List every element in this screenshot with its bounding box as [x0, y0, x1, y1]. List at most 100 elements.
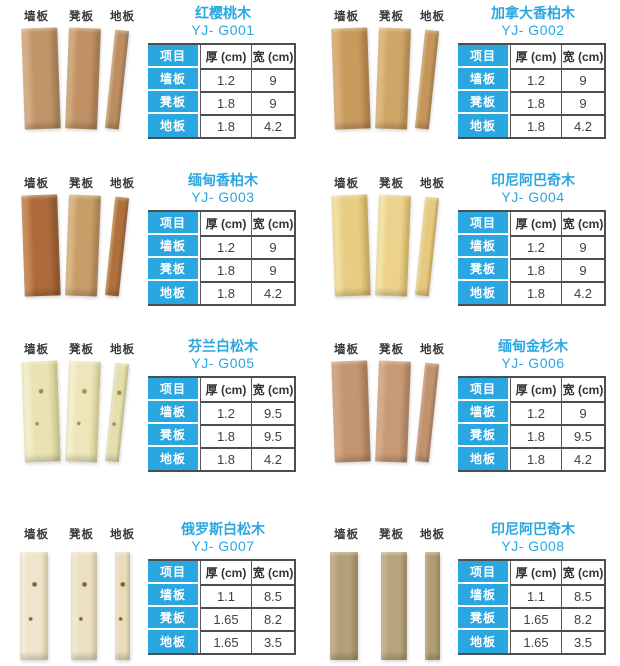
spec-width-value: 8.2 — [561, 606, 604, 630]
spec-row-label: 地板 — [458, 280, 510, 304]
product-info: 加拿大香柏木 YJ- G002 项目 厚 (cm) 宽 (cm) 墙板 1.2 … — [458, 4, 608, 139]
spec-thickness-value: 1.2 — [510, 68, 561, 91]
spec-row-label: 墙板 — [458, 234, 510, 258]
product-info: 芬兰白松木 YJ- G005 项目 厚 (cm) 宽 (cm) 墙板 1.2 9… — [148, 337, 298, 472]
spec-row-label: 墙板 — [148, 234, 200, 258]
spec-header-item: 项目 — [148, 560, 200, 584]
wallboard-plank-photo — [331, 27, 371, 130]
product-code: YJ- G006 — [501, 355, 565, 371]
spec-header-width: 宽 (cm) — [561, 560, 604, 584]
spec-row-label: 地板 — [458, 447, 510, 470]
spec-table: 项目 厚 (cm) 宽 (cm) 墙板 1.1 8.5 凳板 1.65 8.2 … — [458, 558, 606, 655]
spec-header-item: 项目 — [458, 378, 510, 401]
benchboard-plank-photo — [65, 360, 101, 463]
spec-header-row: 项目 厚 (cm) 宽 (cm) — [458, 45, 604, 68]
spec-width-value: 4.2 — [561, 114, 604, 137]
spec-thickness-value: 1.8 — [510, 424, 561, 447]
spec-row-wallboard: 墙板 1.2 9 — [148, 68, 294, 91]
product-card: 墙板 凳板 地板 芬兰白松木 YJ- G005 项目 厚 (cm) 宽 (cm)… — [0, 333, 310, 500]
spec-header-row: 项目 厚 (cm) 宽 (cm) — [458, 560, 604, 584]
product-code: YJ- G003 — [191, 188, 255, 205]
spec-thickness-value: 1.1 — [510, 583, 561, 607]
product-name: 芬兰白松木 — [188, 338, 258, 354]
spec-header-width: 宽 (cm) — [561, 378, 604, 401]
spec-row-label: 墙板 — [148, 68, 200, 91]
spec-width-value: 9 — [561, 234, 604, 258]
spec-header-thickness: 厚 (cm) — [200, 211, 251, 235]
spec-width-value: 9.5 — [251, 401, 294, 424]
board-label-floorboard: 地板 — [110, 177, 135, 190]
spec-width-value: 9 — [561, 68, 604, 91]
board-label-floorboard: 地板 — [420, 177, 445, 190]
spec-header-width: 宽 (cm) — [251, 378, 294, 401]
spec-row-label: 墙板 — [458, 401, 510, 424]
spec-thickness-value: 1.8 — [200, 114, 251, 137]
wallboard-plank-photo — [21, 193, 61, 297]
board-label-benchboard: 凳板 — [69, 177, 94, 190]
benchboard-plank-photo — [381, 551, 407, 660]
product-name: 红樱桃木 — [195, 5, 251, 21]
spec-row-label: 墙板 — [458, 583, 510, 607]
spec-width-value: 9 — [561, 401, 604, 424]
board-label-benchboard: 凳板 — [379, 11, 404, 23]
spec-row-wallboard: 墙板 1.2 9 — [458, 68, 604, 91]
board-label-benchboard: 凳板 — [69, 344, 94, 356]
spec-thickness-value: 1.8 — [200, 257, 251, 281]
spec-header-thickness: 厚 (cm) — [200, 560, 251, 584]
board-label-floorboard: 地板 — [420, 344, 445, 356]
spec-thickness-value: 1.8 — [510, 114, 561, 137]
board-label-wallboard: 墙板 — [334, 177, 359, 190]
spec-thickness-value: 1.8 — [200, 91, 251, 114]
spec-row-wallboard: 墙板 1.2 9 — [148, 234, 294, 258]
spec-row-label: 凳板 — [458, 257, 510, 281]
spec-row-benchboard: 凳板 1.8 9 — [148, 91, 294, 114]
floorboard-plank-photo — [104, 196, 130, 296]
spec-width-value: 9.5 — [251, 424, 294, 447]
spec-row-label: 地板 — [148, 280, 200, 304]
spec-header-item: 项目 — [458, 45, 510, 68]
spec-header-item: 项目 — [458, 211, 510, 235]
wallboard-plank-photo — [331, 360, 371, 463]
spec-thickness-value: 1.8 — [510, 280, 561, 304]
spec-header-thickness: 厚 (cm) — [510, 560, 561, 584]
spec-thickness-value: 1.8 — [510, 447, 561, 470]
spec-width-value: 4.2 — [561, 280, 604, 304]
spec-header-item: 项目 — [148, 378, 200, 401]
benchboard-plank-photo — [375, 360, 411, 463]
spec-row-wallboard: 墙板 1.2 9.5 — [148, 401, 294, 424]
spec-thickness-value: 1.8 — [510, 91, 561, 114]
spec-row-label: 凳板 — [458, 91, 510, 114]
spec-width-value: 3.5 — [561, 629, 604, 653]
wallboard-plank-photo — [21, 27, 61, 130]
spec-header-row: 项目 厚 (cm) 宽 (cm) — [148, 211, 294, 235]
spec-header-thickness: 厚 (cm) — [510, 45, 561, 68]
spec-thickness-value: 1.65 — [510, 629, 561, 653]
spec-table: 项目 厚 (cm) 宽 (cm) 墙板 1.2 9 凳板 1.8 9 地板 1.… — [148, 209, 296, 306]
product-code: YJ- G005 — [191, 355, 255, 371]
spec-row-floorboard: 地板 1.8 4.2 — [458, 114, 604, 137]
floorboard-plank-photo — [104, 362, 130, 463]
product-card: 墙板 凳板 地板 印尼阿巴奇木 YJ- G008 项目 厚 (cm) 宽 (cm… — [310, 500, 620, 666]
product-name: 缅甸金杉木 — [498, 338, 568, 354]
spec-row-label: 地板 — [148, 447, 200, 470]
spec-thickness-value: 1.1 — [200, 583, 251, 607]
board-label-benchboard: 凳板 — [379, 344, 404, 356]
spec-table: 项目 厚 (cm) 宽 (cm) 墙板 1.2 9 凳板 1.8 9 地板 1.… — [458, 209, 606, 306]
spec-thickness-value: 1.2 — [510, 401, 561, 424]
product-info: 红樱桃木 YJ- G001 项目 厚 (cm) 宽 (cm) 墙板 1.2 9 … — [148, 4, 298, 139]
spec-width-value: 9 — [251, 257, 294, 281]
spec-width-value: 4.2 — [561, 447, 604, 470]
board-label-floorboard: 地板 — [110, 11, 135, 23]
product-code: YJ- G007 — [191, 537, 255, 554]
spec-row-floorboard: 地板 1.8 4.2 — [148, 280, 294, 304]
spec-row-label: 凳板 — [148, 606, 200, 630]
spec-header-thickness: 厚 (cm) — [200, 378, 251, 401]
spec-row-floorboard: 地板 1.8 4.2 — [148, 447, 294, 470]
board-label-wallboard: 墙板 — [24, 528, 49, 541]
spec-width-value: 8.5 — [561, 583, 604, 607]
spec-width-value: 8.2 — [251, 606, 294, 630]
product-info: 缅甸香柏木 YJ- G003 项目 厚 (cm) 宽 (cm) 墙板 1.2 9… — [148, 171, 298, 306]
product-card: 墙板 凳板 地板 缅甸金杉木 YJ- G006 项目 厚 (cm) 宽 (cm)… — [310, 333, 620, 500]
spec-row-label: 地板 — [148, 629, 200, 653]
spec-width-value: 9 — [561, 91, 604, 114]
